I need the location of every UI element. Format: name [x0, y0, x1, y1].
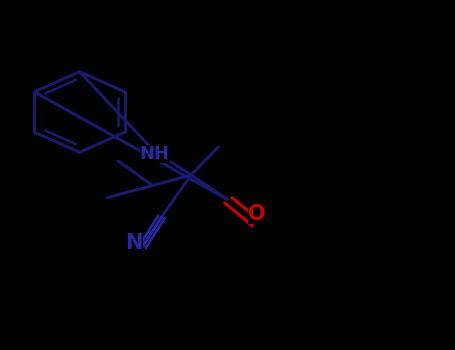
- Text: NH: NH: [140, 145, 170, 163]
- Text: N: N: [126, 233, 143, 253]
- Text: O: O: [248, 204, 266, 224]
